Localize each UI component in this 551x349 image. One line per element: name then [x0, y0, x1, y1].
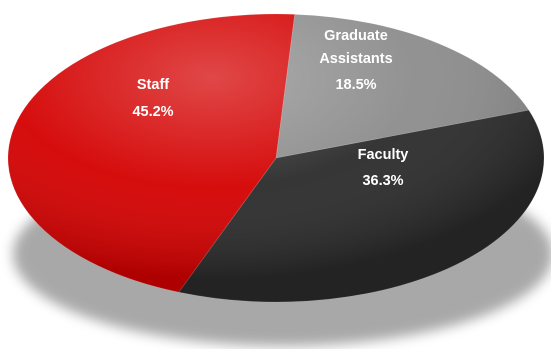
slice-percent-text: 18.5%	[335, 77, 376, 93]
slice-percent-text: 36.3%	[362, 173, 403, 189]
slice-percent-text: 45.2%	[132, 104, 173, 120]
slice-label-faculty: Faculty 36.3%	[358, 147, 409, 189]
slice-label-text: Assistants	[319, 51, 392, 67]
slice-label-graduate-assistants: Graduate Assistants 18.5%	[319, 28, 392, 93]
slice-label-text: Faculty	[358, 147, 409, 163]
pie-slices	[7, 13, 545, 303]
slice-label-text: Graduate	[324, 28, 388, 44]
slice-label-staff: Staff 45.2%	[132, 77, 173, 120]
slice-label-text: Staff	[137, 77, 169, 93]
